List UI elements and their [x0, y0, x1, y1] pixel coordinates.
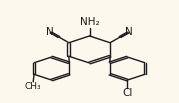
Text: N: N: [46, 27, 54, 37]
Text: NH₂: NH₂: [80, 17, 99, 27]
Text: Cl: Cl: [122, 88, 133, 98]
Text: CH₃: CH₃: [25, 82, 42, 91]
Text: N: N: [125, 27, 133, 37]
